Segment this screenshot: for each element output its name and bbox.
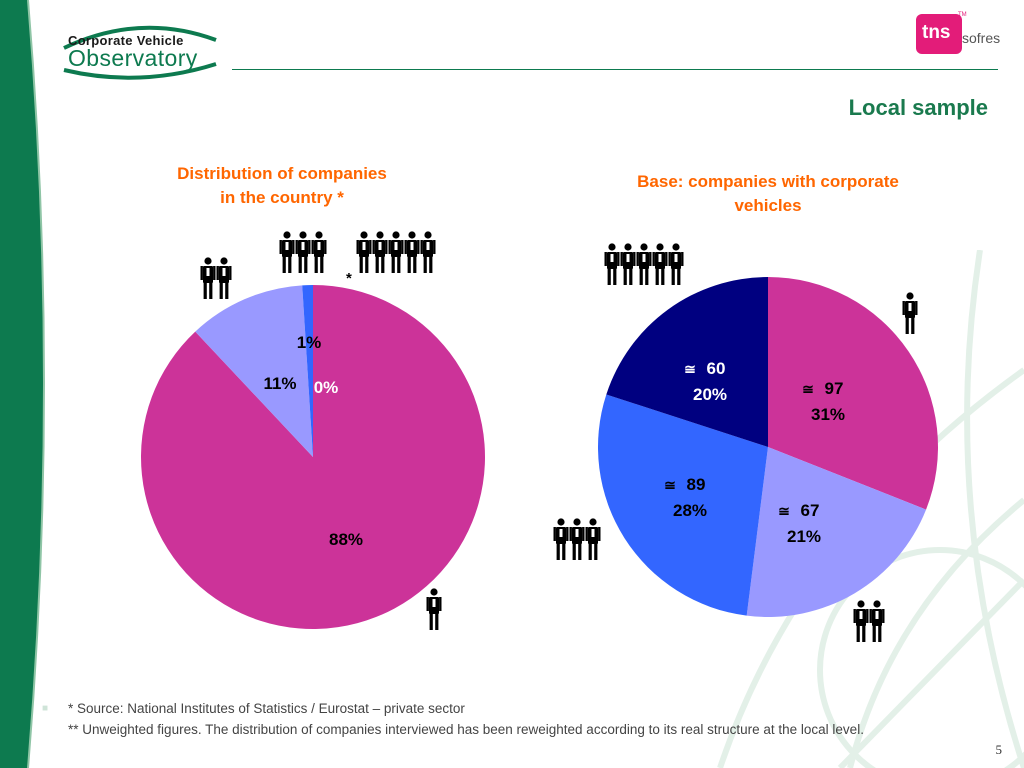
person-icon [604, 243, 620, 285]
chart2-value-89: 89 [687, 475, 706, 494]
header-divider [232, 69, 998, 70]
chart2-title-line1: Base: companies with corporate [637, 172, 899, 191]
logo-text-line1: Corporate Vehicle [68, 33, 184, 48]
tns-trademark: TM [958, 12, 967, 18]
chart1-slice [302, 285, 313, 457]
footnote-source: * Source: National Institutes of Statist… [68, 701, 465, 716]
chart1-label-88: 88% [329, 530, 363, 549]
chart1-label-11: 11% [263, 374, 296, 393]
person-icon [569, 518, 585, 560]
chart2-title: Base: companies with corporate vehicles [598, 170, 938, 218]
chart1-title-line1: Distribution of companies [177, 164, 387, 183]
sofres-logo-text: sofres [962, 30, 1001, 46]
person-icon [620, 243, 636, 285]
page-title: Local sample [848, 95, 988, 120]
footnote-unweighted: ** Unweighted figures. The distribution … [68, 722, 864, 737]
page-number: 5 [995, 742, 1003, 757]
approx-symbol: ≅ [802, 381, 814, 397]
chart1-label-1: 1% [297, 333, 322, 352]
chart2-value-67: 67 [801, 501, 820, 520]
person-icon [585, 518, 601, 560]
person-icon [426, 588, 442, 630]
left-green-band [0, 0, 45, 768]
chart1-title-line2: in the country * [220, 188, 344, 207]
person-icon [853, 600, 869, 642]
chart2-value-60: 60 [707, 359, 726, 378]
person-icon [279, 231, 295, 273]
chart2-slice [746, 447, 927, 617]
chart1-title: Distribution of companies in the country… [150, 162, 414, 210]
person-icon [668, 243, 684, 285]
person-icon [902, 292, 918, 334]
approx-symbol: ≅ [664, 477, 676, 493]
tns-logo [916, 14, 962, 54]
chart1-label-0: 0% [314, 378, 339, 397]
chart2-label-20: 20% [693, 385, 727, 404]
person-icon [388, 231, 404, 273]
chart1-slice [195, 285, 313, 457]
chart1-slice [141, 285, 486, 629]
chart2-slice [606, 277, 768, 447]
chart2-label-28: 28% [673, 501, 707, 520]
person-icon [553, 518, 569, 560]
person-icon [636, 243, 652, 285]
chart2-title-line2: vehicles [734, 196, 802, 215]
approx-symbol: ≅ [684, 361, 696, 377]
chart2-slice [597, 394, 768, 616]
person-icon [420, 231, 436, 273]
footnote-bullet: ■ [42, 703, 49, 714]
person-icon [311, 231, 327, 273]
chart2-label-21: 21% [787, 527, 821, 546]
person-icon [372, 231, 388, 273]
approx-symbol: ≅ [778, 503, 790, 519]
person-icon [869, 600, 885, 642]
chart2-label-31: 31% [811, 405, 845, 424]
chart1-icon-note: * [346, 270, 352, 287]
person-icon [404, 231, 420, 273]
person-icon [652, 243, 668, 285]
chart2-slice [768, 277, 938, 510]
logo-text-line2: Observatory [68, 45, 198, 71]
corporate-vehicle-observatory-logo: Corporate Vehicle Observatory [60, 18, 220, 84]
chart2-value-97: 97 [825, 379, 844, 398]
person-icon [295, 231, 311, 273]
person-icon [216, 257, 232, 299]
tns-logo-text: tns [922, 22, 951, 43]
person-icon [356, 231, 372, 273]
person-icon [200, 257, 216, 299]
